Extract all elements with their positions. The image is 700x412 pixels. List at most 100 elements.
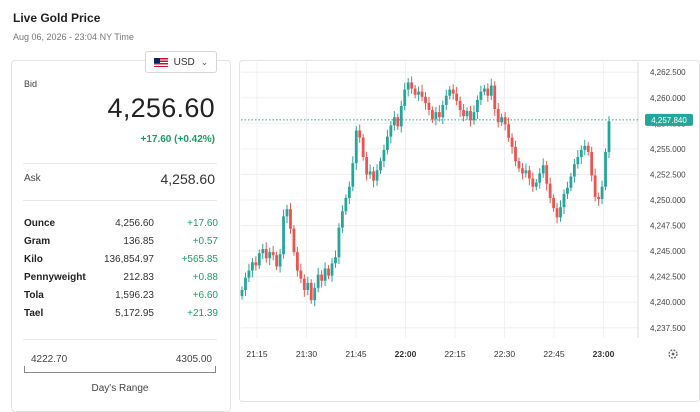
candle (406, 82, 410, 90)
candle (389, 125, 393, 137)
page-title: Live Gold Price (13, 11, 101, 25)
currency-value: USD (173, 56, 195, 68)
candle (524, 170, 528, 174)
gear-icon[interactable] (668, 349, 678, 359)
unit-price: 136,854.97 (103, 254, 154, 265)
unit-name: Tael (24, 308, 44, 319)
candle (306, 282, 310, 290)
candle (424, 96, 427, 103)
unit-change: +0.57 (192, 236, 218, 247)
candle (441, 104, 445, 118)
y-tick-label: 4,237.500 (650, 324, 686, 333)
divider (23, 163, 217, 164)
candle (493, 85, 497, 110)
candle (569, 176, 573, 188)
candle (330, 263, 334, 276)
price-chart[interactable]: 4,262.5004,260.0004,257.5004,255.0004,25… (239, 60, 700, 402)
candle (455, 93, 459, 101)
candle (583, 145, 587, 150)
candle (431, 110, 434, 120)
y-tick-label: 4,240.000 (650, 298, 686, 307)
y-tick-label: 4,255.000 (650, 145, 686, 154)
candle (597, 196, 601, 199)
candle (417, 91, 420, 95)
candle (285, 209, 289, 217)
unit-name: Ounce (24, 218, 56, 229)
x-tick-label: 22:15 (444, 349, 466, 359)
candle (403, 89, 407, 106)
candle (527, 170, 531, 179)
candle (444, 95, 448, 105)
unit-name: Tola (24, 290, 44, 301)
unit-price: 5,172.95 (115, 308, 154, 319)
candle (562, 193, 566, 208)
candle (482, 88, 486, 92)
candle (316, 274, 320, 288)
unit-price: 136.85 (123, 236, 154, 247)
candle (271, 252, 275, 256)
candle (579, 149, 583, 158)
candle (299, 270, 303, 279)
gear-icon-center (671, 352, 675, 356)
candle (399, 105, 403, 127)
candle (541, 165, 545, 174)
unit-name: Gram (24, 236, 51, 247)
candle (289, 209, 292, 229)
candle (240, 289, 244, 297)
currency-select[interactable]: USD ⌄ (145, 51, 217, 73)
candle (323, 268, 327, 281)
candle (365, 157, 369, 175)
candle (604, 151, 607, 187)
candle (548, 183, 552, 198)
unit-change: +565.85 (181, 254, 218, 265)
candle (254, 262, 258, 266)
candle (372, 171, 375, 181)
unit-row-tael: Tael 5,172.95 +21.39 (24, 308, 218, 322)
unit-row-pennyweight: Pennyweight 212.83 +0.88 (24, 272, 218, 286)
candle (514, 146, 517, 162)
bid-price: 4,256.60 (107, 93, 215, 123)
candle (462, 110, 465, 117)
candle (247, 270, 251, 278)
candle (434, 112, 438, 120)
page-timestamp: Aug 06, 2026 - 23:04 NY Time (13, 32, 134, 42)
range-label: Day's Range (91, 383, 149, 394)
candle (476, 99, 479, 113)
candle (472, 112, 476, 121)
candle (244, 277, 247, 290)
candle (427, 102, 431, 111)
x-tick-label: 21:45 (345, 349, 367, 359)
candle (351, 163, 355, 187)
current-price-label: 4,257.840 (651, 116, 687, 125)
candle (347, 186, 351, 198)
candle (607, 121, 611, 152)
candle (521, 168, 524, 174)
candle (341, 211, 344, 228)
x-tick-label: 22:30 (494, 349, 516, 359)
unit-name: Kilo (24, 254, 43, 265)
unit-change: +0.88 (192, 272, 218, 283)
candle (545, 165, 549, 184)
divider (23, 200, 217, 201)
candle (517, 161, 521, 169)
candle (354, 130, 358, 164)
y-tick-label: 4,262.500 (650, 68, 686, 77)
candle (361, 137, 365, 158)
unit-row-tola: Tola 1,596.23 +6.60 (24, 290, 218, 304)
current-price-badge (645, 113, 693, 126)
candle (382, 149, 386, 162)
candle (337, 227, 341, 258)
unit-price: 1,596.23 (115, 290, 154, 301)
candle (469, 111, 472, 121)
chevron-down-icon: ⌄ (200, 56, 209, 67)
candle (451, 89, 455, 94)
unit-change: +17.60 (187, 218, 218, 229)
ask-label: Ask (24, 173, 41, 184)
candle (586, 145, 590, 152)
candle (559, 207, 562, 218)
candle (531, 178, 535, 187)
candle (386, 136, 389, 150)
ask-price: 4,258.60 (160, 171, 216, 187)
candle (375, 170, 379, 181)
candle (344, 197, 348, 212)
